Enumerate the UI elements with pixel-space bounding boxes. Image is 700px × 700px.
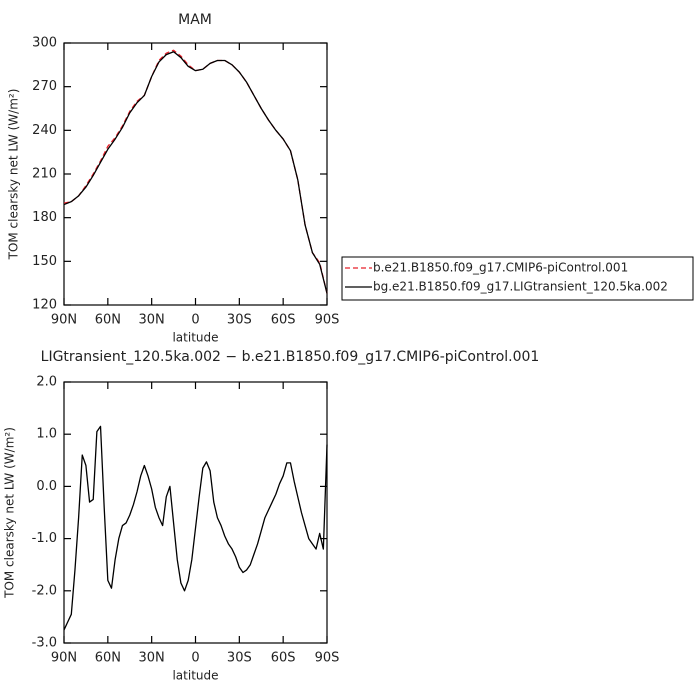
data-line	[63, 425, 328, 631]
y-tick-label: 240	[32, 123, 57, 138]
x-tick-label: 60N	[95, 313, 121, 328]
x-tick-label: 30S	[227, 651, 252, 666]
x-tick-label: 90N	[51, 313, 77, 328]
x-tick-label: 30N	[139, 651, 165, 666]
y-tick-label: -2.0	[32, 583, 57, 598]
y-tick-label: 150	[32, 254, 57, 269]
y-tick-label: 270	[32, 79, 57, 94]
x-tick-label: 60S	[271, 651, 296, 666]
y-tick-label: 2.0	[36, 375, 57, 390]
x-tick-label: 30S	[227, 313, 252, 328]
y-tick-label: 1.0	[36, 427, 57, 442]
y-tick-label: -3.0	[32, 636, 57, 651]
legend-label: b.e21.B1850.f09_g17.CMIP6-piControl.001	[373, 261, 628, 275]
y-tick-label: 180	[32, 210, 57, 225]
x-tick-label: 90S	[315, 313, 340, 328]
x-tick-label: 0	[191, 651, 199, 666]
x-tick-label: 30N	[139, 313, 165, 328]
legend-label: bg.e21.B1850.f09_g17.LIGtransient_120.5k…	[373, 280, 668, 294]
x-tick-label: 60N	[95, 651, 121, 666]
plot-frame	[63, 381, 328, 644]
data-line	[63, 51, 328, 294]
chart-title: LIGtransient_120.5ka.002 − b.e21.B1850.f…	[41, 349, 540, 365]
x-tick-label: 0	[191, 313, 199, 328]
y-tick-label: 0.0	[36, 479, 57, 494]
y-axis-label: TOM clearsky net LW (W/m²)	[3, 427, 17, 599]
y-axis-label: TOM clearsky net LW (W/m²)	[7, 89, 21, 261]
x-tick-label: 60S	[271, 313, 296, 328]
chart-title: MAM	[178, 12, 212, 28]
y-tick-label: -1.0	[32, 531, 57, 546]
x-tick-label: 90N	[51, 651, 77, 666]
x-tick-label: 90S	[315, 651, 340, 666]
y-tick-label: 120	[32, 298, 57, 313]
y-tick-label: 210	[32, 167, 57, 182]
plot-frame	[63, 42, 328, 306]
x-axis-label: latitude	[172, 669, 218, 683]
legend-box	[341, 256, 694, 301]
y-tick-label: 300	[32, 36, 57, 51]
data-line	[63, 49, 328, 294]
x-axis-label: latitude	[172, 331, 218, 345]
